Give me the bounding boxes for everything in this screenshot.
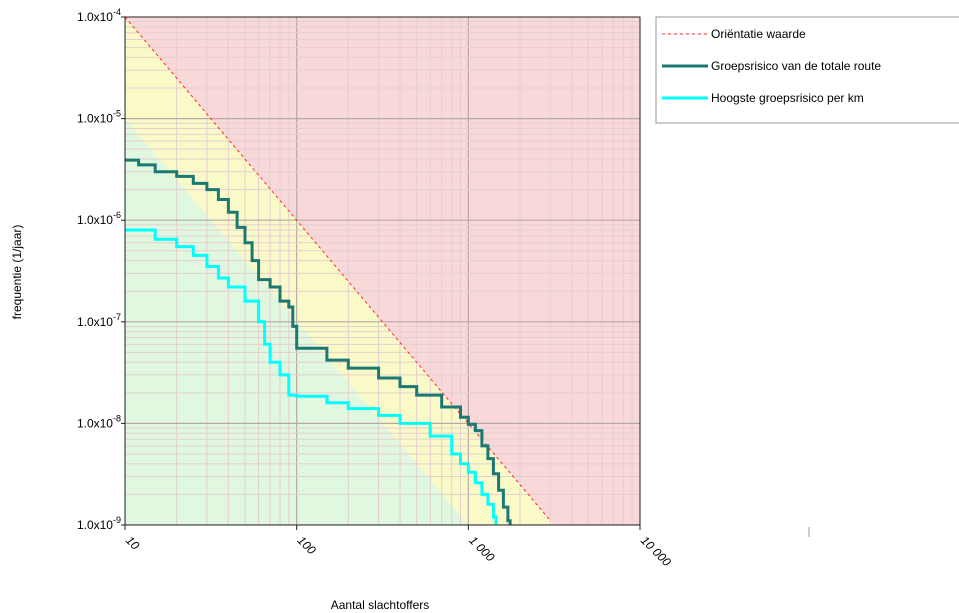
x-tick-label: 10 bbox=[123, 533, 143, 553]
y-tick-label: 1.0x10-8 bbox=[77, 413, 121, 430]
y-tick-label: 1.0x10-4 bbox=[77, 7, 121, 24]
legend-label: Oriëntatie waarde bbox=[711, 27, 806, 41]
x-tick-label: 100 bbox=[295, 533, 319, 557]
y-tick-label: 1.0x10-5 bbox=[77, 109, 121, 126]
legend-label: Hoogste groepsrisico per km bbox=[711, 91, 864, 105]
y-tick-label: 1.0x10-7 bbox=[77, 312, 121, 329]
y-tick-label: 1.0x10-6 bbox=[77, 210, 121, 227]
y-axis-ticks: 1.0x10-9 1.0x10-8 1.0x10-7 1.0x10-6 1.0x10-5… bbox=[77, 7, 125, 532]
y-tick-label: 1.0x10-9 bbox=[77, 515, 121, 532]
x-tick-label: 1 000 bbox=[466, 533, 497, 564]
x-axis-ticks: 10 100 1 000 10 000 bbox=[123, 525, 674, 569]
x-axis-label: Aantal slachtoffers bbox=[331, 598, 430, 612]
y-axis-label: frequentie (1/jaar) bbox=[10, 225, 24, 320]
legend-label: Groepsrisico van de totale route bbox=[711, 59, 881, 73]
risk-zones bbox=[125, 17, 640, 525]
x-tick-label: 10 000 bbox=[638, 533, 674, 569]
legend: Oriëntatie waarde Groepsrisico van de tot… bbox=[656, 17, 959, 123]
